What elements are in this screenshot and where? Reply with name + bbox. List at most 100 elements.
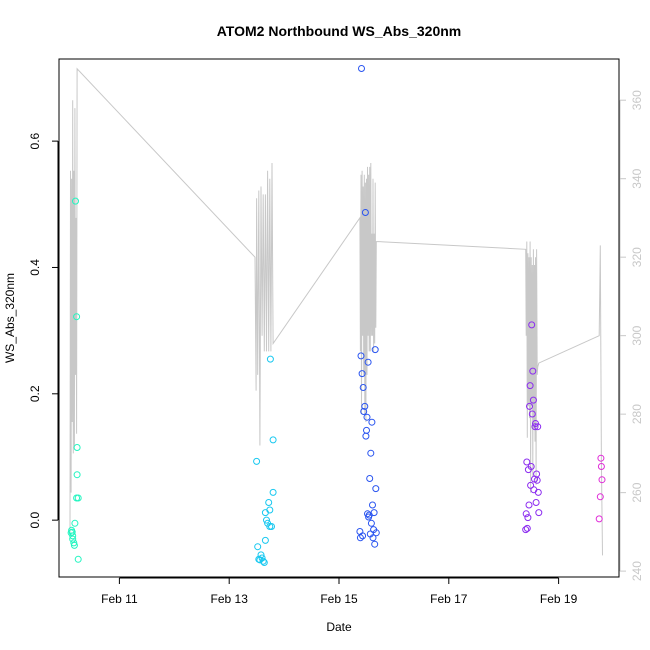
series-2-point-13 <box>265 499 273 506</box>
series-4-point-4 <box>523 524 531 532</box>
series-2-point-18 <box>269 488 277 496</box>
series-1-point-15 <box>74 555 82 563</box>
series-4-point-9 <box>526 382 534 390</box>
background-line-layer <box>69 67 603 556</box>
series-5-point-5 <box>598 476 606 484</box>
series-layer <box>67 65 606 566</box>
series-5 <box>595 454 606 523</box>
series-2-point-8 <box>260 559 268 566</box>
series-3-point-8 <box>360 408 368 415</box>
series-3-point-26 <box>370 509 378 517</box>
series-3-point-21 <box>367 519 375 527</box>
y-tick-label-1: 0.0 <box>28 511 42 528</box>
series-1-point-10 <box>73 313 81 321</box>
series-2-point-1 <box>253 457 261 465</box>
y-tick-label-2: 0.2 <box>28 385 42 402</box>
series-4-point-24 <box>534 488 542 496</box>
secondary-y-tick-label-2: 260 <box>630 482 644 502</box>
series-1-point-14 <box>74 494 82 502</box>
x-tick-label-1: Feb 11 <box>101 592 138 606</box>
x-tick-label-5: Feb 19 <box>540 592 578 606</box>
background-trace-line <box>69 67 603 556</box>
series-2-point-5 <box>257 551 265 559</box>
series-2-point-7 <box>259 557 267 565</box>
series-4-point-23 <box>534 423 542 431</box>
chart-title: ATOM2 Northbound WS_Abs_320nm <box>217 23 462 39</box>
secondary-y-tick-label-7: 360 <box>630 90 644 110</box>
series-4-point-22 <box>533 476 541 484</box>
secondary-y-tick-label-5: 320 <box>630 247 644 267</box>
series-4-point-18 <box>531 423 539 431</box>
series-2 <box>253 355 277 566</box>
series-4-point-7 <box>525 501 533 509</box>
series-4-point-25 <box>535 509 543 517</box>
series-3-point-22 <box>368 418 376 426</box>
series-1-point-5 <box>69 535 77 543</box>
series-5-point-4 <box>597 463 605 470</box>
series-1 <box>67 197 82 563</box>
series-3 <box>356 65 380 548</box>
series-4-point-3 <box>523 458 531 466</box>
secondary-y-tick-label-4: 300 <box>630 325 644 345</box>
series-5-point-1 <box>595 515 603 523</box>
series-4-point-20 <box>532 499 540 506</box>
series-3-point-4 <box>358 65 365 72</box>
series-3-point-18 <box>366 475 374 482</box>
series-3-point-15 <box>364 358 372 366</box>
y-axis-label: WS_Abs_320nm <box>3 273 17 363</box>
series-3-point-2 <box>356 534 364 542</box>
secondary-y-axis: 240 260 280 300 320 340 360 <box>619 90 644 581</box>
series-3-point-6 <box>359 532 367 540</box>
x-tick-label-3: Feb 15 <box>320 592 358 606</box>
series-1-point-7 <box>70 541 78 549</box>
series-2-point-16 <box>266 355 274 363</box>
series-4-point-5 <box>524 514 532 522</box>
series-4-point-10 <box>527 481 535 489</box>
secondary-y-tick-label-3: 280 <box>630 404 644 424</box>
series-1-point-8 <box>71 519 79 527</box>
plot-frame <box>58 58 620 578</box>
y-tick-label-3: 0.4 <box>28 259 42 276</box>
secondary-y-tick-label-6: 340 <box>630 168 644 188</box>
series-2-point-17 <box>268 523 275 530</box>
series-4 <box>522 321 543 534</box>
series-3-point-3 <box>357 352 365 360</box>
series-1-point-4 <box>69 532 77 540</box>
x-tick-label-4: Feb 17 <box>430 592 468 606</box>
series-3-point-20 <box>367 449 375 457</box>
y-tick-label-4: 0.6 <box>28 132 42 149</box>
series-3-point-12 <box>363 426 370 434</box>
series-3-point-30 <box>372 529 380 537</box>
series-3-point-5 <box>358 370 366 378</box>
series-3-point-28 <box>371 346 379 354</box>
series-3-point-7 <box>359 384 367 391</box>
series-3-point-24 <box>369 534 377 542</box>
series-4-point-2 <box>522 510 530 518</box>
series-2-point-2 <box>254 543 262 551</box>
series-4-point-14 <box>529 367 537 375</box>
secondary-y-tick-label-1: 240 <box>630 561 644 581</box>
series-3-point-10 <box>361 209 369 216</box>
series-3-point-9 <box>361 402 369 410</box>
plot-area <box>58 58 620 578</box>
series-3-point-14 <box>364 510 371 518</box>
series-2-point-14 <box>266 506 274 514</box>
series-4-point-12 <box>528 321 536 329</box>
series-1-point-13 <box>73 471 81 479</box>
series-3-point-27 <box>371 540 379 548</box>
x-axis-label: Date <box>326 620 352 634</box>
series-3-point-23 <box>369 501 376 509</box>
series-4-point-8 <box>526 402 533 410</box>
series-3-point-13 <box>363 413 371 421</box>
series-1-point-12 <box>73 444 81 451</box>
series-2-point-9 <box>261 536 269 544</box>
x-axis: Feb 11 Feb 13 Feb 15 Feb 17 Feb 19 <box>101 577 578 606</box>
series-5-point-2 <box>596 493 604 501</box>
series-4-point-1 <box>522 526 530 534</box>
series-2-point-11 <box>263 516 270 524</box>
series-2-point-19 <box>269 436 277 444</box>
series-4-point-15 <box>529 396 537 404</box>
series-4-point-11 <box>527 463 535 470</box>
